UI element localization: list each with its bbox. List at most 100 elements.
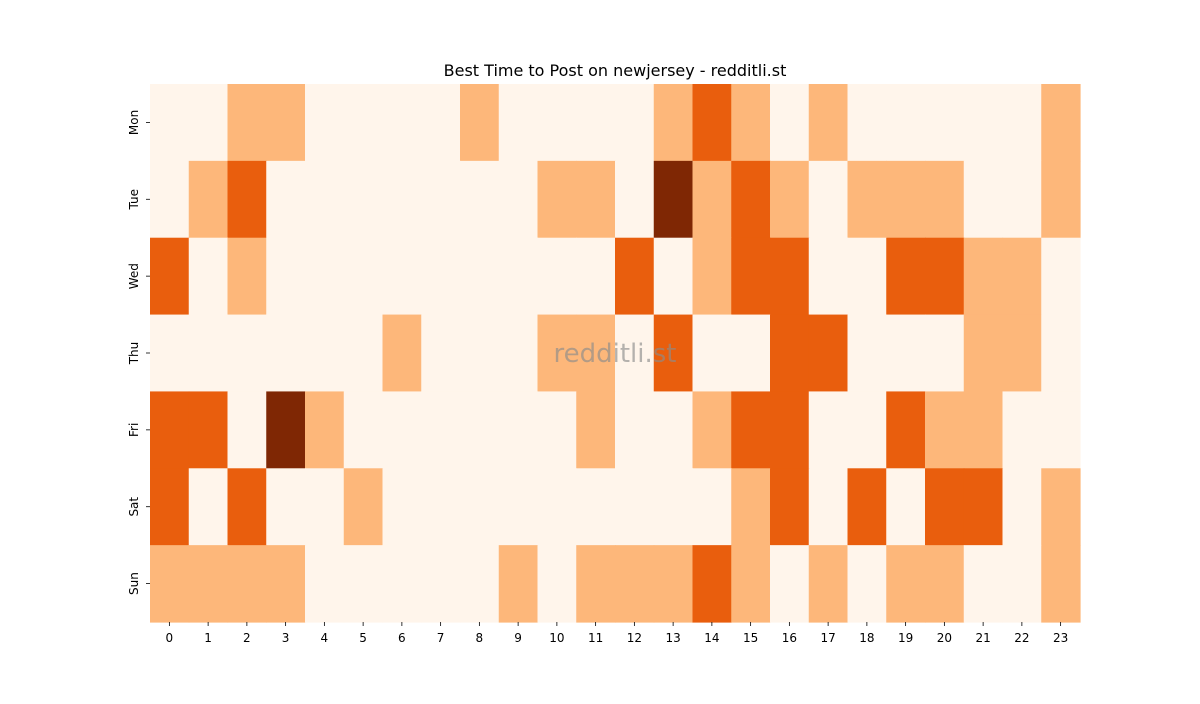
heatmap-cell-mon-23 bbox=[1041, 84, 1081, 162]
x-tick-label-23: 23 bbox=[1053, 631, 1068, 645]
heatmap-cell-fri-17 bbox=[808, 391, 849, 469]
heatmap-cell-sun-6 bbox=[382, 545, 422, 623]
x-tick-label-20: 20 bbox=[937, 631, 952, 645]
heatmap-cell-sun-2 bbox=[227, 545, 267, 623]
heatmap-cell-tue-8 bbox=[460, 160, 500, 239]
heatmap-cell-sat-1 bbox=[188, 468, 229, 546]
heatmap-cell-wed-11 bbox=[576, 237, 616, 316]
heatmap-cell-sun-22 bbox=[1002, 545, 1042, 623]
heatmap-cell-thu-20 bbox=[925, 314, 965, 393]
heatmap-cell-fri-20 bbox=[925, 391, 965, 469]
heatmap-cell-mon-1 bbox=[188, 84, 229, 162]
heatmap-cell-mon-0 bbox=[150, 84, 190, 162]
heatmap-cell-sat-10 bbox=[537, 468, 577, 546]
heatmap-cell-mon-11 bbox=[576, 84, 616, 162]
x-tick-label-1: 1 bbox=[204, 631, 212, 645]
heatmap-cell-mon-8 bbox=[460, 84, 500, 162]
x-tick-label-22: 22 bbox=[1014, 631, 1029, 645]
heatmap-cell-sat-16 bbox=[770, 468, 810, 546]
heatmap-cell-fri-19 bbox=[886, 391, 926, 469]
x-tick-label-4: 4 bbox=[321, 631, 329, 645]
heatmap-cell-tue-14 bbox=[692, 160, 732, 239]
heatmap-cell-mon-15 bbox=[731, 84, 771, 162]
heatmap-cell-sat-7 bbox=[421, 468, 461, 546]
heatmap-cell-mon-2 bbox=[227, 84, 267, 162]
heatmap-cell-sun-0 bbox=[150, 545, 190, 623]
heatmap-cell-fri-16 bbox=[770, 391, 810, 469]
heatmap-cell-mon-21 bbox=[963, 84, 1004, 162]
heatmap-cell-tue-19 bbox=[886, 160, 926, 239]
x-tick-label-2: 2 bbox=[243, 631, 251, 645]
heatmap-cell-sun-1 bbox=[188, 545, 229, 623]
heatmap-cell-sun-3 bbox=[266, 545, 306, 623]
heatmap-cell-tue-16 bbox=[770, 160, 810, 239]
heatmap-cell-mon-17 bbox=[808, 84, 849, 162]
heatmap-cell-thu-10 bbox=[537, 314, 577, 393]
heatmap-cell-wed-4 bbox=[305, 237, 345, 316]
x-tick-label-6: 6 bbox=[398, 631, 406, 645]
heatmap-cell-wed-5 bbox=[343, 237, 384, 316]
heatmap-cell-thu-13 bbox=[653, 314, 694, 393]
heatmap-cell-thu-12 bbox=[615, 314, 655, 393]
heatmap-cell-fri-18 bbox=[847, 391, 887, 469]
heatmap-cell-sun-18 bbox=[847, 545, 887, 623]
heatmap-cell-sun-7 bbox=[421, 545, 461, 623]
heatmap-cell-tue-15 bbox=[731, 160, 771, 239]
heatmap-cell-sat-18 bbox=[847, 468, 887, 546]
heatmap-cell-sat-12 bbox=[615, 468, 655, 546]
heatmap-cell-fri-11 bbox=[576, 391, 616, 469]
heatmap-cell-sun-9 bbox=[498, 545, 539, 623]
heatmap-cell-mon-19 bbox=[886, 84, 926, 162]
heatmap-cell-sun-13 bbox=[653, 545, 694, 623]
heatmap-cell-mon-4 bbox=[305, 84, 345, 162]
heatmap-cell-fri-9 bbox=[498, 391, 539, 469]
heatmap-cell-fri-4 bbox=[305, 391, 345, 469]
watermark: redditli.st bbox=[554, 339, 677, 369]
heatmap-cell-thu-11 bbox=[576, 314, 616, 393]
heatmap-cell-wed-16 bbox=[770, 237, 810, 316]
heatmap-cell-sun-17 bbox=[808, 545, 849, 623]
heatmap-cell-sat-15 bbox=[731, 468, 771, 546]
heatmap-cell-thu-22 bbox=[1002, 314, 1042, 393]
heatmap-cell-sun-11 bbox=[576, 545, 616, 623]
heatmap-cell-tue-0 bbox=[150, 160, 190, 239]
heatmap-cell-sat-19 bbox=[886, 468, 926, 546]
heatmap-cell-sat-22 bbox=[1002, 468, 1042, 546]
heatmap-cell-sat-2 bbox=[227, 468, 267, 546]
heatmap-cell-wed-8 bbox=[460, 237, 500, 316]
x-tick-label-16: 16 bbox=[782, 631, 797, 645]
heatmap-cell-sun-10 bbox=[537, 545, 577, 623]
heatmap-cell-sun-14 bbox=[692, 545, 732, 623]
y-tick-label-thu: Thu bbox=[127, 342, 141, 366]
x-tick-label-19: 19 bbox=[898, 631, 913, 645]
heatmap-cell-mon-20 bbox=[925, 84, 965, 162]
heatmap-cell-mon-13 bbox=[653, 84, 694, 162]
heatmap-cell-fri-21 bbox=[963, 391, 1004, 469]
heatmap-cell-thu-9 bbox=[498, 314, 539, 393]
heatmap-cell-sat-9 bbox=[498, 468, 539, 546]
heatmap-cell-wed-22 bbox=[1002, 237, 1042, 316]
heatmap-cell-wed-12 bbox=[615, 237, 655, 316]
heatmap-cell-fri-2 bbox=[227, 391, 267, 469]
heatmap-cell-thu-4 bbox=[305, 314, 345, 393]
chart-title: Best Time to Post on newjersey - redditl… bbox=[444, 61, 787, 80]
heatmap-cell-sun-21 bbox=[963, 545, 1004, 623]
heatmap-cell-sun-23 bbox=[1041, 545, 1081, 623]
heatmap-cell-wed-17 bbox=[808, 237, 849, 316]
heatmap-cell-tue-18 bbox=[847, 160, 887, 239]
heatmap-cell-fri-22 bbox=[1002, 391, 1042, 469]
heatmap-cell-wed-2 bbox=[227, 237, 267, 316]
heatmap-cell-mon-9 bbox=[498, 84, 539, 162]
heatmap-cell-mon-10 bbox=[537, 84, 577, 162]
heatmap-cell-sat-20 bbox=[925, 468, 965, 546]
heatmap-cell-fri-14 bbox=[692, 391, 732, 469]
heatmap-cell-thu-3 bbox=[266, 314, 306, 393]
x-tick-label-15: 15 bbox=[743, 631, 758, 645]
x-tick-label-7: 7 bbox=[437, 631, 445, 645]
heatmap-cell-wed-14 bbox=[692, 237, 732, 316]
heatmap-cell-thu-0 bbox=[150, 314, 190, 393]
heatmap-cell-sat-14 bbox=[692, 468, 732, 546]
heatmap-cell-fri-23 bbox=[1041, 391, 1081, 469]
heatmap-cell-wed-3 bbox=[266, 237, 306, 316]
